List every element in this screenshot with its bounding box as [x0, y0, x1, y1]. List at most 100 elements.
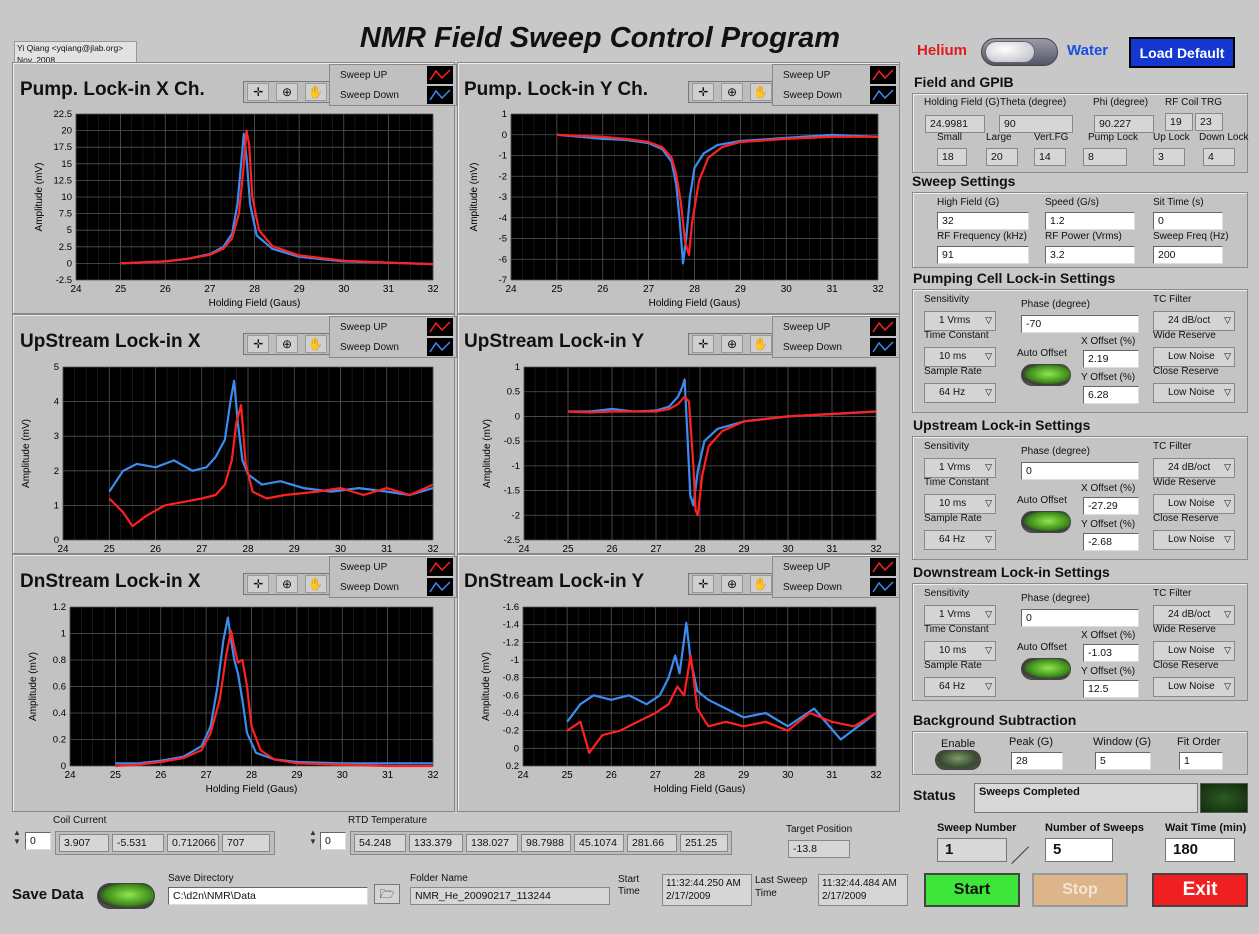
tc-filter-select[interactable]: 24 dB/oct ▽ [1153, 458, 1235, 478]
cursor-move-icon[interactable]: ✛ [247, 335, 270, 353]
zoom-icon[interactable]: ⊕ [275, 335, 298, 353]
y-offset-input[interactable]: 12.5 [1083, 680, 1139, 698]
stop-button[interactable]: Stop [1032, 873, 1128, 907]
legend-item[interactable]: Sweep Down [330, 577, 456, 597]
pan-hand-icon[interactable]: ✋ [304, 575, 327, 593]
sensitivity-select[interactable]: 1 Vrms ▽ [924, 458, 996, 478]
phase-input[interactable]: 0 [1021, 609, 1139, 627]
select-value: 1 Vrms [939, 315, 971, 326]
save-data-toggle[interactable] [97, 883, 155, 909]
cursor-move-icon[interactable]: ✛ [692, 335, 715, 353]
save-directory-input[interactable]: C:\d2n\NMR\Data [168, 887, 368, 905]
zoom-icon[interactable]: ⊕ [275, 575, 298, 593]
time-constant-select[interactable]: 10 ms ▽ [924, 494, 996, 514]
close-reserve-select[interactable]: Low Noise ▽ [1153, 677, 1235, 697]
zoom-icon[interactable]: ⊕ [720, 335, 743, 353]
phase-input[interactable]: -70 [1021, 315, 1139, 333]
x-offset-input[interactable]: -27.29 [1083, 497, 1139, 515]
zoom-icon[interactable]: ⊕ [275, 83, 298, 101]
pan-hand-icon[interactable]: ✋ [304, 335, 327, 353]
legend-item[interactable]: Sweep UP [330, 557, 456, 577]
rtd-index-spinner[interactable]: ▲ ▼ [309, 828, 317, 846]
peak-input[interactable]: 28 [1011, 752, 1063, 770]
fit-order-input[interactable]: 1 [1179, 752, 1223, 770]
legend-item[interactable]: Sweep Down [773, 577, 899, 597]
x-tick-label: 25 [562, 544, 574, 555]
tc-filter-select[interactable]: 24 dB/oct ▽ [1153, 311, 1235, 331]
y-offset-label: Y Offset (%) [1081, 372, 1136, 383]
select-value: 64 Hz [939, 534, 966, 545]
legend-item[interactable]: Sweep Down [330, 337, 456, 357]
graph-plot[interactable]: 24252627282930313210.50-0.5-1-1.5-2-2.5H… [458, 315, 901, 555]
pan-hand-icon[interactable]: ✋ [749, 335, 772, 353]
num-sweeps-input[interactable]: 5 [1045, 838, 1113, 862]
close-reserve-select[interactable]: Low Noise ▽ [1153, 383, 1235, 403]
y-offset-input[interactable]: -2.68 [1083, 533, 1139, 551]
auto-offset-button[interactable] [1021, 511, 1071, 533]
sensitivity-select[interactable]: 1 Vrms ▽ [924, 605, 996, 625]
sensitivity-select[interactable]: 1 Vrms ▽ [924, 311, 996, 331]
rf-frequency-input[interactable]: 91 [937, 246, 1029, 264]
legend-item[interactable]: Sweep Down [330, 85, 456, 105]
legend-item[interactable]: Sweep UP [330, 317, 456, 337]
graph-plot[interactable]: 24 25 26 27 28 29 30 31 32 -2.5 0 2.5 5 7.5 10 12.5 15 17… [13, 63, 456, 315]
auto-offset-button[interactable] [1021, 658, 1071, 680]
enable-toggle[interactable] [935, 750, 981, 770]
speed-input[interactable]: 1.2 [1045, 212, 1135, 230]
graph-plot[interactable]: 242526272829303132012345Holding Field (G… [13, 315, 456, 555]
helium-water-toggle[interactable] [981, 38, 1058, 66]
cursor-move-icon[interactable]: ✛ [247, 83, 270, 101]
x-offset-input[interactable]: 2.19 [1083, 350, 1139, 368]
pan-hand-icon[interactable]: ✋ [304, 83, 327, 101]
zoom-icon[interactable]: ⊕ [720, 83, 743, 101]
coil-index-spinner[interactable]: ▲ ▼ [13, 828, 21, 846]
graph-plot[interactable]: 24 25 26 27 28 29 30 31 32 0 0.2 0.4 0.6 0.8 1 1.2 Holdi… [13, 555, 456, 813]
sit-time-input[interactable]: 0 [1153, 212, 1223, 230]
target-position-label: Target Position [786, 824, 853, 835]
pan-hand-icon[interactable]: ✋ [749, 575, 772, 593]
legend-item[interactable]: Sweep Down [773, 85, 899, 105]
wide-reserve-select[interactable]: Low Noise ▽ [1153, 494, 1235, 514]
coil-index-input[interactable]: 0 [25, 832, 51, 850]
graph-plot[interactable]: 24 25 26 27 28 29 30 31 32 1 0 -1 -2 -3 -4 -5 -6 -7 Holdin… [458, 63, 901, 315]
y-offset-input[interactable]: 6.28 [1083, 386, 1139, 404]
y-tick-label: -6 [499, 254, 507, 265]
cursor-move-icon[interactable]: ✛ [692, 575, 715, 593]
time-constant-select[interactable]: 10 ms ▽ [924, 347, 996, 367]
close-reserve-select[interactable]: Low Noise ▽ [1153, 530, 1235, 550]
graph-plot[interactable]: 24 25 26 27 28 29 30 31 32 -1.6 -1.4 -1.2 -1 -0.8 -0.6… [458, 555, 901, 813]
cursor-move-icon[interactable]: ✛ [692, 83, 715, 101]
wide-reserve-select[interactable]: Low Noise ▽ [1153, 641, 1235, 661]
zoom-icon[interactable]: ⊕ [720, 575, 743, 593]
x-offset-input[interactable]: -1.03 [1083, 644, 1139, 662]
legend-item[interactable]: Sweep UP [773, 317, 899, 337]
wait-time-input[interactable]: 180 [1165, 838, 1235, 862]
start-button[interactable]: Start [924, 873, 1020, 907]
legend-item[interactable]: Sweep UP [773, 65, 899, 85]
legend-item[interactable]: Sweep UP [773, 557, 899, 577]
rtd-index-input[interactable]: 0 [320, 832, 346, 850]
cursor-move-icon[interactable]: ✛ [247, 575, 270, 593]
phase-input[interactable]: 0 [1021, 462, 1139, 480]
sweep-freq-input[interactable]: 200 [1153, 246, 1223, 264]
window-input[interactable]: 5 [1095, 752, 1151, 770]
pan-hand-icon[interactable]: ✋ [749, 83, 772, 101]
tc-filter-select[interactable]: 24 dB/oct ▽ [1153, 605, 1235, 625]
exit-button[interactable]: Exit [1152, 873, 1248, 907]
sample-rate-select[interactable]: 64 Hz ▽ [924, 530, 996, 550]
auto-offset-button[interactable] [1021, 364, 1071, 386]
legend-swatch [870, 318, 896, 336]
time-constant-label: Time Constant [924, 477, 989, 488]
load-default-button[interactable]: Load Default [1129, 37, 1235, 68]
browse-folder-icon[interactable]: 🗁 [374, 884, 400, 904]
x-tick-label: 28 [689, 284, 701, 295]
legend-item[interactable]: Sweep Down [773, 337, 899, 357]
graph-title: UpStream Lock-in X [20, 331, 201, 352]
sample-rate-select[interactable]: 64 Hz ▽ [924, 383, 996, 403]
sample-rate-select[interactable]: 64 Hz ▽ [924, 677, 996, 697]
time-constant-select[interactable]: 10 ms ▽ [924, 641, 996, 661]
rf-power-input[interactable]: 3.2 [1045, 246, 1135, 264]
high-field-input[interactable]: 32 [937, 212, 1029, 230]
wide-reserve-select[interactable]: Low Noise ▽ [1153, 347, 1235, 367]
legend-item[interactable]: Sweep UP [330, 65, 456, 85]
